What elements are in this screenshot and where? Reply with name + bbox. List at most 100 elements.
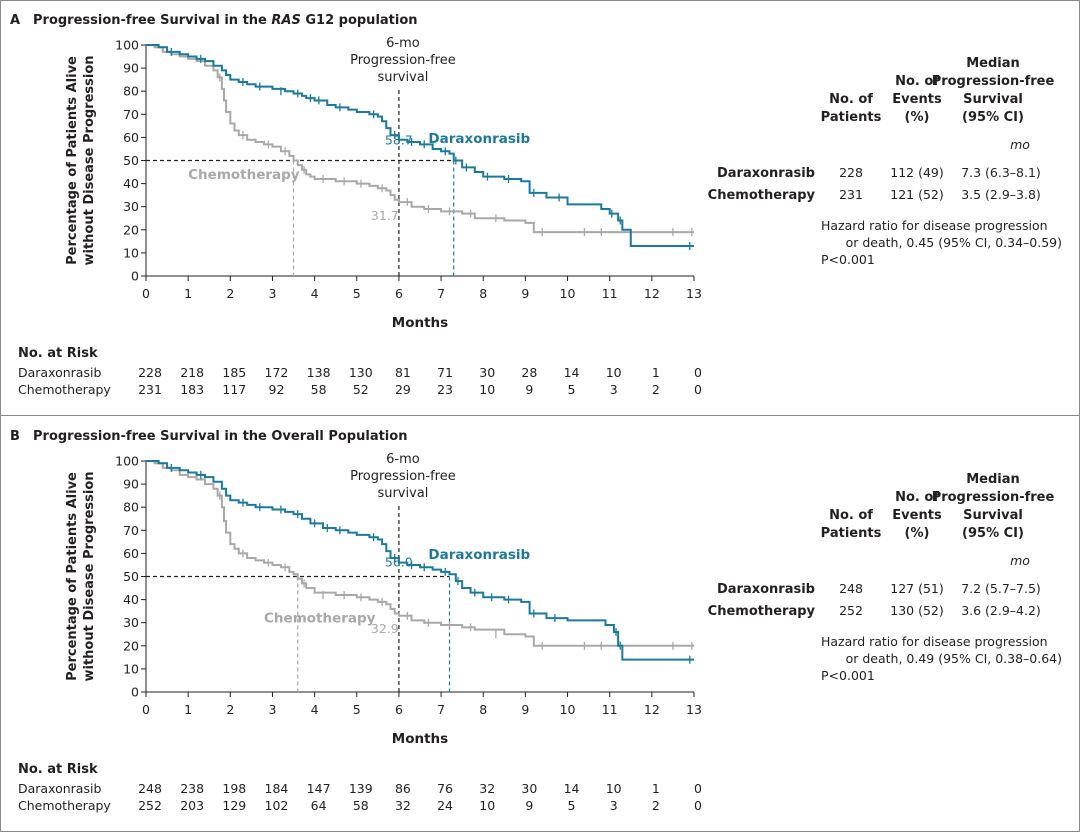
risk-count: 10: [606, 781, 622, 796]
x-tick-label: 11: [602, 702, 618, 717]
landmark-label-line3: survival: [377, 70, 428, 85]
table-median: 3.6 (2.9–4.2): [961, 603, 1041, 618]
panel-title: Progression-free Survival in the Overall…: [33, 429, 407, 444]
risk-count: 1: [652, 781, 660, 796]
table-header-median: Median: [966, 472, 1020, 487]
risk-count: 2: [652, 382, 660, 397]
risk-header: No. at Risk: [18, 346, 98, 361]
risk-count: 86: [395, 781, 411, 796]
x-tick-label: 10: [560, 286, 576, 301]
x-tick-label: 3: [268, 702, 276, 717]
risk-count: 139: [349, 781, 373, 796]
hazard-ratio-line2: or death, 0.49 (95% CI, 0.38–0.64): [846, 651, 1062, 666]
x-tick-label: 5: [353, 702, 361, 717]
landmark-value-chemotherapy: 32.9: [371, 621, 399, 636]
table-row-name: Daraxonrasib: [717, 582, 815, 597]
hazard-ratio-line1: Hazard ratio for disease progression: [821, 634, 1048, 649]
x-axis-label: Months: [392, 315, 448, 331]
p-value: P<0.001: [821, 668, 875, 683]
x-tick-label: 13: [686, 702, 702, 717]
risk-count: 198: [222, 781, 246, 796]
risk-count: 3: [610, 382, 618, 397]
risk-count: 2: [652, 798, 660, 813]
risk-count: 9: [525, 798, 533, 813]
km-chart-b: B Progression-free Survival in the Overal…: [10, 429, 1062, 813]
risk-count: 0: [694, 365, 702, 380]
panel-b: B Progression-free Survival in the Overal…: [0, 416, 1080, 832]
panel-letter: A: [10, 13, 20, 28]
risk-count: 172: [265, 365, 289, 380]
risk-count: 92: [269, 382, 285, 397]
table-header-patients: Patients: [821, 110, 882, 125]
table-median: 7.3 (6.3–8.1): [961, 165, 1041, 180]
landmark-value-chemotherapy: 31.7: [371, 208, 399, 223]
y-tick-label: 50: [123, 569, 139, 584]
y-tick-label: 10: [123, 661, 139, 676]
hazard-ratio-line2: or death, 0.45 (95% CI, 0.34–0.59): [846, 235, 1062, 250]
risk-count: 14: [564, 365, 580, 380]
p-value: P<0.001: [821, 252, 875, 267]
risk-count: 58: [353, 798, 369, 813]
y-tick-label: 10: [123, 245, 139, 260]
risk-count: 252: [138, 798, 162, 813]
x-tick-label: 11: [602, 286, 618, 301]
y-axis-label-line2: without Disease Progression: [82, 471, 97, 681]
risk-count: 138: [307, 365, 331, 380]
km-chart-a: A Progression-free Survival in the RAS G1…: [10, 13, 1062, 397]
table-header-events: No. of: [895, 74, 939, 89]
table-header-median: Progression-free: [932, 490, 1055, 505]
hazard-ratio-line1: Hazard ratio for disease progression: [821, 218, 1048, 233]
risk-count: 5: [568, 382, 576, 397]
risk-count: 129: [222, 798, 246, 813]
table-events: 121 (52): [890, 187, 944, 202]
y-tick-label: 90: [123, 61, 139, 76]
risk-count: 1: [652, 365, 660, 380]
x-tick-label: 7: [437, 702, 445, 717]
y-tick-label: 0: [131, 269, 139, 284]
x-tick-label: 10: [560, 702, 576, 717]
survival-curve-chemotherapy: [146, 460, 694, 647]
panel-divider: [0, 415, 1080, 416]
y-tick-label: 60: [123, 130, 139, 145]
y-tick-label: 100: [115, 38, 139, 53]
x-tick-label: 0: [142, 286, 150, 301]
y-tick-label: 30: [123, 199, 139, 214]
risk-count: 248: [138, 781, 162, 796]
risk-count: 0: [694, 781, 702, 796]
table-header-events: Events: [892, 508, 942, 523]
risk-count: 0: [694, 382, 702, 397]
table-patients: 228: [839, 165, 863, 180]
y-tick-label: 80: [123, 84, 139, 99]
landmark-value-daraxonrasib: 58.7: [385, 132, 413, 147]
x-tick-label: 1: [184, 286, 192, 301]
series-label-chemotherapy: Chemotherapy: [188, 167, 300, 183]
y-axis-label-line2: without Disease Progression: [82, 55, 97, 265]
landmark-label-line3: survival: [377, 486, 428, 501]
y-tick-label: 20: [123, 222, 139, 237]
risk-count: 58: [311, 382, 327, 397]
table-median: 7.2 (5.7–7.5): [961, 581, 1041, 596]
x-tick-label: 13: [686, 286, 702, 301]
risk-row-label: Chemotherapy: [18, 798, 111, 813]
x-tick-label: 1: [184, 702, 192, 717]
x-tick-label: 9: [521, 702, 529, 717]
risk-count: 0: [694, 798, 702, 813]
y-tick-label: 70: [123, 107, 139, 122]
risk-count: 76: [437, 781, 453, 796]
panel-letter: B: [10, 429, 20, 444]
x-tick-label: 4: [311, 286, 319, 301]
table-unit: mo: [1010, 137, 1030, 152]
table-header-median: Progression-free: [932, 74, 1055, 89]
y-tick-label: 20: [123, 638, 139, 653]
risk-count: 9: [525, 382, 533, 397]
x-tick-label: 0: [142, 702, 150, 717]
landmark-label-line2: Progression-free: [350, 53, 456, 68]
risk-header: No. at Risk: [18, 762, 98, 777]
table-events: 130 (52): [890, 603, 944, 618]
y-tick-label: 60: [123, 546, 139, 561]
x-tick-label: 7: [437, 286, 445, 301]
landmark-label-line2: Progression-free: [350, 469, 456, 484]
y-tick-label: 100: [115, 454, 139, 469]
table-header-events: Events: [892, 92, 942, 107]
risk-count: 64: [311, 798, 327, 813]
